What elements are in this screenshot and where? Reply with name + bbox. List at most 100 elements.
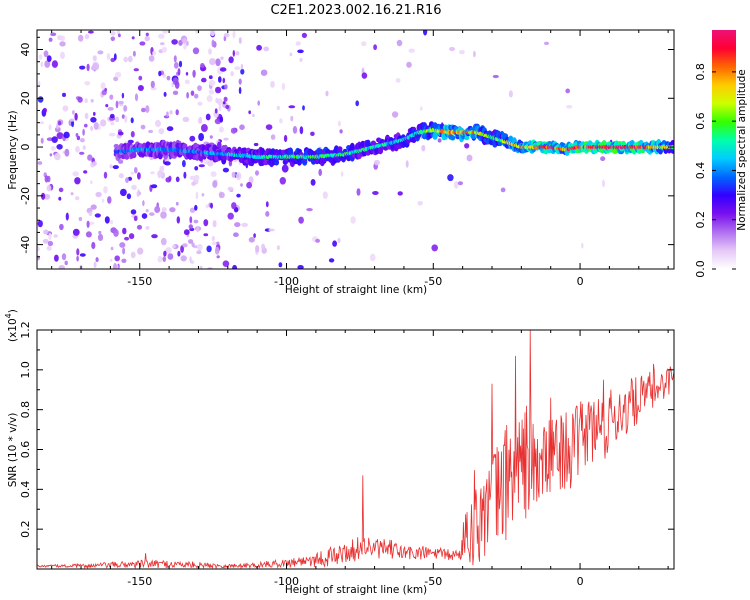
noise-cell	[239, 124, 245, 130]
noise-cell	[211, 39, 215, 48]
spectrogram-frame	[36, 29, 675, 270]
noise-cell	[197, 243, 203, 251]
noise-cell	[186, 92, 190, 99]
noise-cell	[115, 100, 119, 109]
noise-cell	[90, 99, 94, 103]
noise-cell	[449, 46, 456, 52]
noise-cell	[216, 98, 223, 106]
noise-cell	[166, 75, 171, 81]
noise-cell	[255, 245, 260, 253]
figure-title: C2E1.2023.002.16.21.R16	[270, 3, 441, 18]
noise-cell	[118, 131, 124, 136]
noise-cell	[374, 159, 380, 166]
colorbar-label: Normalized spectral amplitude	[736, 69, 748, 230]
noise-cell	[218, 126, 224, 133]
x-tick-label: 0	[577, 575, 584, 588]
noise-cell	[128, 233, 135, 240]
noise-cell	[222, 167, 229, 173]
noise-cell	[82, 145, 86, 150]
noise-cell	[295, 41, 301, 46]
noise-cell	[257, 100, 261, 106]
noise-cell	[70, 192, 74, 196]
noise-cell	[95, 191, 102, 198]
noise-cell	[84, 98, 88, 104]
noise-cell	[46, 55, 52, 62]
noise-cell	[167, 253, 174, 260]
noise-cell	[281, 164, 289, 173]
noise-cell	[151, 184, 158, 189]
noise-cell	[161, 46, 167, 53]
noise-cell	[328, 258, 335, 263]
noise-cell	[173, 55, 177, 63]
noise-cell	[75, 146, 80, 153]
noise-cell	[185, 72, 189, 76]
noise-cell	[396, 39, 403, 47]
noise-cell	[218, 104, 222, 112]
x-tick-label: -150	[127, 275, 152, 288]
noise-cell	[165, 247, 172, 254]
noise-cell	[92, 55, 97, 62]
noise-cell	[136, 191, 140, 197]
noise-cell	[109, 94, 114, 100]
noise-cell	[172, 244, 176, 249]
noise-cell	[54, 152, 61, 161]
noise-cell	[43, 229, 49, 235]
noise-cell	[173, 62, 179, 69]
noise-cell	[44, 175, 49, 183]
noise-cell	[88, 30, 94, 34]
noise-cell	[59, 223, 64, 231]
noise-cell	[182, 116, 190, 122]
noise-cell	[234, 66, 241, 70]
noise-cell	[279, 177, 286, 185]
noise-cell	[133, 215, 138, 222]
noise-cell	[208, 79, 216, 87]
noise-cell	[423, 30, 428, 36]
noise-cell	[159, 165, 165, 172]
noise-cell	[110, 219, 113, 225]
noise-cell	[48, 124, 52, 131]
noise-cell	[302, 105, 305, 111]
noise-cell	[261, 243, 266, 250]
noise-cell	[62, 92, 66, 97]
noise-cell	[104, 87, 107, 92]
noise-cell	[492, 74, 499, 79]
noise-cell	[206, 245, 212, 253]
noise-cell	[214, 108, 218, 114]
noise-cell	[149, 212, 155, 216]
noise-cell	[171, 39, 178, 45]
noise-cell	[145, 226, 150, 230]
snr-ticks: -150 -100 -50 0 0.2 0.4 0.6 0.8 1.0 1.2	[19, 321, 674, 588]
noise-cell	[113, 53, 117, 61]
noise-cell	[299, 126, 304, 135]
noise-cell	[268, 228, 275, 232]
noise-cell	[90, 204, 97, 210]
noise-cell	[177, 68, 181, 76]
noise-cell	[118, 33, 121, 38]
noise-cell	[201, 193, 205, 197]
noise-cell	[208, 48, 212, 55]
noise-cell	[544, 41, 549, 46]
noise-cell	[172, 90, 179, 96]
noise-cell	[236, 172, 242, 181]
noise-cell	[417, 201, 423, 206]
noise-cell	[199, 265, 203, 269]
noise-cell	[230, 71, 234, 77]
noise-cell	[238, 78, 242, 85]
noise-cell	[602, 179, 605, 188]
noise-cell	[217, 141, 222, 150]
noise-cell	[38, 80, 41, 87]
snr-scale-factor: (x104)	[4, 309, 19, 342]
noise-cell	[199, 116, 203, 124]
noise-cell	[53, 234, 58, 238]
noise-cell	[93, 122, 100, 130]
noise-cell	[232, 50, 235, 57]
noise-cell	[189, 216, 193, 224]
noise-cell	[391, 111, 399, 118]
noise-cell	[270, 134, 276, 140]
noise-cell	[110, 31, 116, 36]
spectrogram-panel: -150 -100 -50 0 -40 -20 0 20 40 Height of straig…	[7, 29, 675, 296]
noise-cell	[47, 240, 54, 247]
noise-cell	[90, 180, 93, 184]
y-tick-label: 1.0	[19, 361, 32, 379]
noise-cell	[322, 191, 328, 199]
